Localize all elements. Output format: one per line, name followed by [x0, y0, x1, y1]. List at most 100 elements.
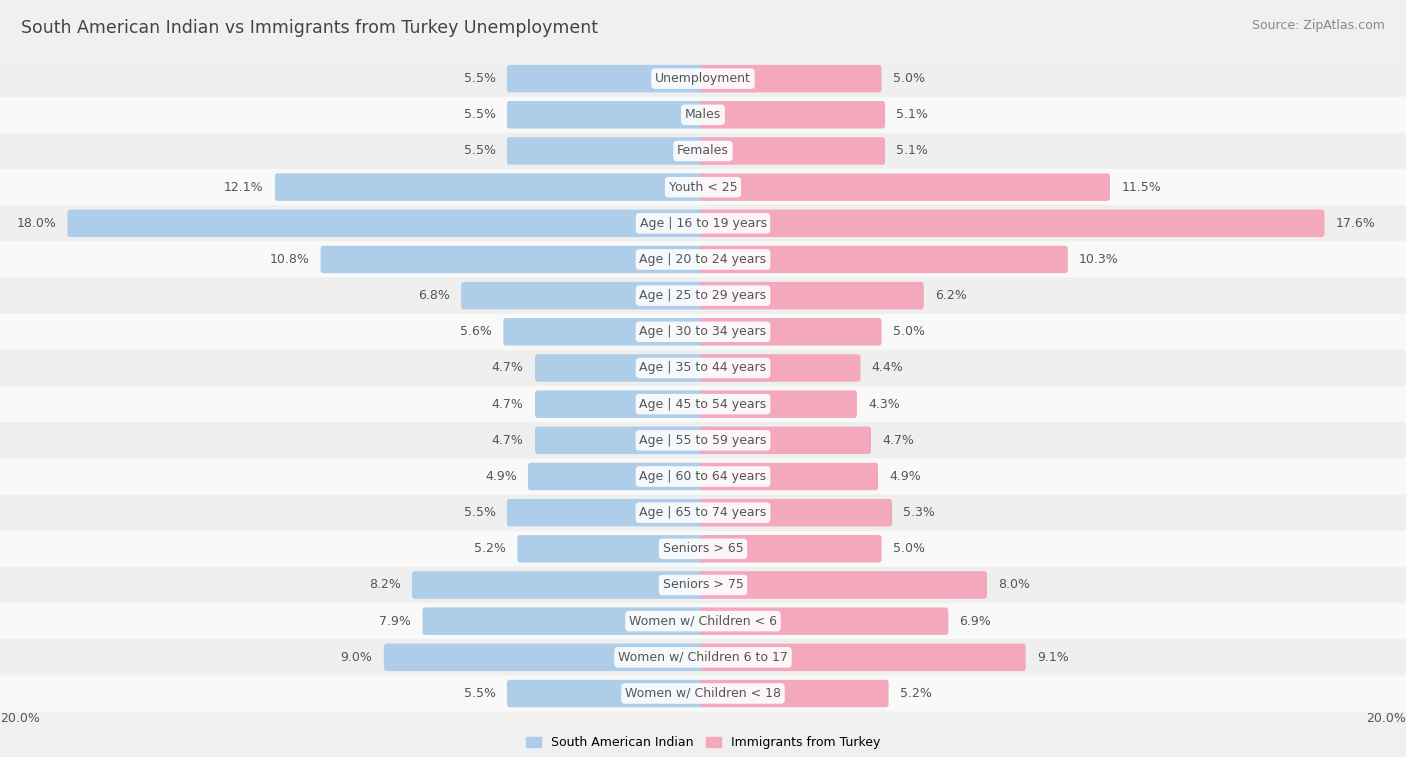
Text: 4.7%: 4.7% [492, 434, 524, 447]
Text: 5.5%: 5.5% [464, 108, 496, 121]
FancyBboxPatch shape [508, 680, 706, 707]
FancyBboxPatch shape [384, 643, 706, 671]
Text: 18.0%: 18.0% [17, 217, 56, 230]
FancyBboxPatch shape [0, 639, 1406, 675]
FancyBboxPatch shape [67, 210, 706, 237]
Text: 5.5%: 5.5% [464, 506, 496, 519]
FancyBboxPatch shape [700, 607, 948, 635]
Text: Age | 30 to 34 years: Age | 30 to 34 years [640, 326, 766, 338]
FancyBboxPatch shape [0, 241, 1406, 278]
Text: Age | 20 to 24 years: Age | 20 to 24 years [640, 253, 766, 266]
FancyBboxPatch shape [0, 350, 1406, 386]
FancyBboxPatch shape [700, 391, 858, 418]
Text: 5.1%: 5.1% [897, 145, 928, 157]
Text: 11.5%: 11.5% [1122, 181, 1161, 194]
Text: Age | 45 to 54 years: Age | 45 to 54 years [640, 397, 766, 410]
Text: 6.2%: 6.2% [935, 289, 967, 302]
FancyBboxPatch shape [0, 97, 1406, 133]
FancyBboxPatch shape [0, 386, 1406, 422]
FancyBboxPatch shape [700, 173, 1111, 201]
FancyBboxPatch shape [0, 133, 1406, 169]
FancyBboxPatch shape [700, 643, 1025, 671]
FancyBboxPatch shape [517, 535, 706, 562]
Text: Males: Males [685, 108, 721, 121]
Text: Seniors > 65: Seniors > 65 [662, 542, 744, 556]
FancyBboxPatch shape [700, 318, 882, 345]
Text: South American Indian vs Immigrants from Turkey Unemployment: South American Indian vs Immigrants from… [21, 19, 598, 37]
Text: Age | 35 to 44 years: Age | 35 to 44 years [640, 362, 766, 375]
Text: 12.1%: 12.1% [224, 181, 264, 194]
Text: Source: ZipAtlas.com: Source: ZipAtlas.com [1251, 19, 1385, 32]
FancyBboxPatch shape [0, 169, 1406, 205]
Text: Women w/ Children 6 to 17: Women w/ Children 6 to 17 [619, 651, 787, 664]
Text: 10.8%: 10.8% [270, 253, 309, 266]
FancyBboxPatch shape [700, 535, 882, 562]
FancyBboxPatch shape [534, 427, 706, 454]
FancyBboxPatch shape [700, 137, 886, 165]
FancyBboxPatch shape [0, 531, 1406, 567]
Text: 5.3%: 5.3% [904, 506, 935, 519]
FancyBboxPatch shape [0, 61, 1406, 97]
Text: 5.5%: 5.5% [464, 687, 496, 700]
Text: 4.9%: 4.9% [890, 470, 921, 483]
FancyBboxPatch shape [529, 463, 706, 491]
FancyBboxPatch shape [508, 101, 706, 129]
FancyBboxPatch shape [276, 173, 706, 201]
Text: 5.5%: 5.5% [464, 145, 496, 157]
Text: 4.9%: 4.9% [485, 470, 517, 483]
FancyBboxPatch shape [461, 282, 706, 310]
Text: 5.1%: 5.1% [897, 108, 928, 121]
FancyBboxPatch shape [508, 137, 706, 165]
Text: 7.9%: 7.9% [380, 615, 412, 628]
Text: 20.0%: 20.0% [1367, 712, 1406, 725]
Text: 20.0%: 20.0% [0, 712, 39, 725]
FancyBboxPatch shape [700, 246, 1069, 273]
Text: Age | 60 to 64 years: Age | 60 to 64 years [640, 470, 766, 483]
FancyBboxPatch shape [700, 282, 924, 310]
FancyBboxPatch shape [0, 675, 1406, 712]
FancyBboxPatch shape [321, 246, 706, 273]
FancyBboxPatch shape [700, 572, 987, 599]
Text: Females: Females [678, 145, 728, 157]
Text: Age | 65 to 74 years: Age | 65 to 74 years [640, 506, 766, 519]
Text: 5.0%: 5.0% [893, 542, 925, 556]
Text: Women w/ Children < 6: Women w/ Children < 6 [628, 615, 778, 628]
FancyBboxPatch shape [700, 354, 860, 382]
FancyBboxPatch shape [0, 567, 1406, 603]
FancyBboxPatch shape [0, 422, 1406, 459]
Text: 6.9%: 6.9% [960, 615, 991, 628]
FancyBboxPatch shape [700, 427, 872, 454]
Text: 9.0%: 9.0% [340, 651, 373, 664]
FancyBboxPatch shape [700, 680, 889, 707]
FancyBboxPatch shape [0, 205, 1406, 241]
FancyBboxPatch shape [700, 65, 882, 92]
Text: Age | 25 to 29 years: Age | 25 to 29 years [640, 289, 766, 302]
FancyBboxPatch shape [534, 354, 706, 382]
Legend: South American Indian, Immigrants from Turkey: South American Indian, Immigrants from T… [520, 731, 886, 754]
FancyBboxPatch shape [508, 65, 706, 92]
Text: 4.7%: 4.7% [883, 434, 914, 447]
FancyBboxPatch shape [0, 278, 1406, 313]
Text: Age | 16 to 19 years: Age | 16 to 19 years [640, 217, 766, 230]
FancyBboxPatch shape [0, 313, 1406, 350]
Text: 5.5%: 5.5% [464, 72, 496, 85]
FancyBboxPatch shape [700, 499, 893, 526]
Text: Unemployment: Unemployment [655, 72, 751, 85]
Text: Women w/ Children < 18: Women w/ Children < 18 [626, 687, 780, 700]
Text: 5.0%: 5.0% [893, 72, 925, 85]
FancyBboxPatch shape [700, 463, 877, 491]
FancyBboxPatch shape [700, 101, 886, 129]
Text: 5.2%: 5.2% [474, 542, 506, 556]
Text: Youth < 25: Youth < 25 [669, 181, 737, 194]
Text: 10.3%: 10.3% [1080, 253, 1119, 266]
Text: 4.3%: 4.3% [869, 397, 900, 410]
FancyBboxPatch shape [700, 210, 1324, 237]
FancyBboxPatch shape [422, 607, 706, 635]
Text: 8.0%: 8.0% [998, 578, 1031, 591]
FancyBboxPatch shape [508, 499, 706, 526]
FancyBboxPatch shape [534, 391, 706, 418]
Text: Seniors > 75: Seniors > 75 [662, 578, 744, 591]
FancyBboxPatch shape [0, 459, 1406, 494]
Text: 4.7%: 4.7% [492, 362, 524, 375]
Text: 4.4%: 4.4% [872, 362, 904, 375]
